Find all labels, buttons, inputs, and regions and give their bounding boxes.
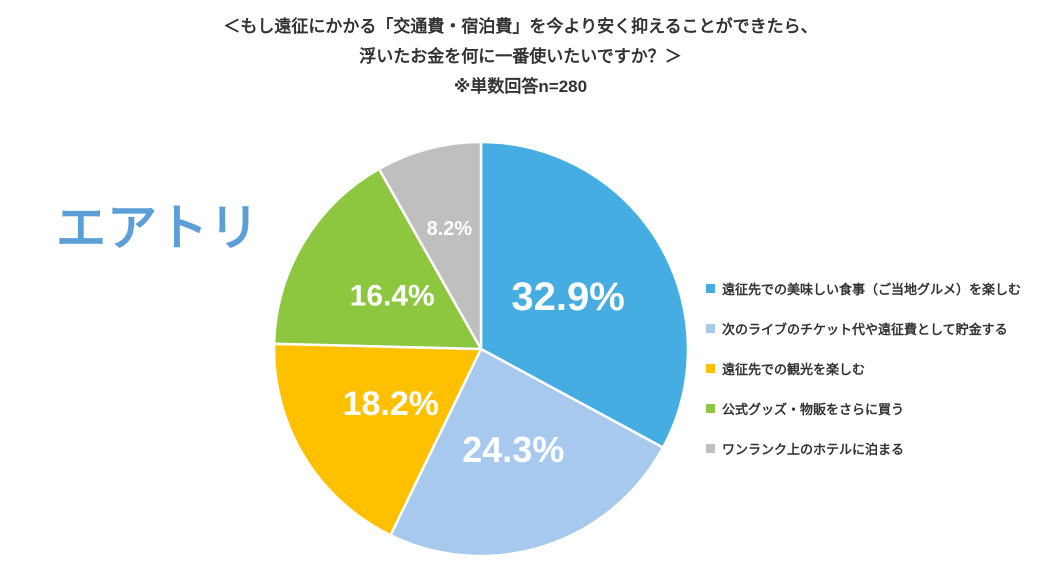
airtrip-logo: エアトリ <box>56 200 260 256</box>
legend-label: 遠征先での美味しい食事（ご当地グルメ）を楽しむ <box>722 281 1022 297</box>
legend-item-4: ワンランク上のホテルに泊まる <box>706 428 1021 468</box>
pie-slice-value-label: 16.4% <box>350 279 435 312</box>
legend-label: 次のライブのチケット代や遠征費として貯金する <box>722 321 1008 337</box>
pie-slice-value-label: 32.9% <box>511 275 624 319</box>
pie-slice-2 <box>272 342 483 537</box>
legend-label: 公式グッズ・物販をさらに買う <box>722 401 905 417</box>
pie-slice-value-label: 8.2% <box>427 218 473 240</box>
legend-item-1: 次のライブのチケット代や遠征費として貯金する <box>706 308 1021 348</box>
legend-marker <box>706 403 715 413</box>
legend: 遠征先での美味しい食事（ご当地グルメ）を楽しむ 次のライブのチケット代や遠征費とし… <box>706 268 1021 468</box>
legend-label: ワンランク上のホテルに泊まる <box>722 441 905 457</box>
pie-slice-3 <box>272 167 483 351</box>
chart-title-line-2: 浮いたお金を何に一番使いたいですか？＞ <box>359 47 682 66</box>
pie-slice-4 <box>377 140 483 351</box>
chart-title-line-1: ＜もし遠征にかかる「交通費・宿泊費」を今より安く抑えることができたら、 <box>223 17 818 36</box>
chart-title: ＜もし遠征にかかる「交通費・宿泊費」を今より安く抑えることができたら、 浮いたお… <box>0 12 1041 102</box>
pie-slice-value-label: 18.2% <box>343 385 439 423</box>
legend-marker <box>706 283 715 293</box>
legend-marker <box>706 323 715 333</box>
pie-slice-value-label: 24.3% <box>462 429 564 470</box>
legend-marker <box>706 443 715 453</box>
legend-item-0: 遠征先での美味しい食事（ご当地グルメ）を楽しむ <box>706 268 1021 308</box>
chart-title-line-3: ※単数回答n=280 <box>453 77 588 96</box>
pie-slice-1 <box>389 347 665 558</box>
legend-item-2: 遠征先での観光を楽しむ <box>706 348 1021 388</box>
legend-marker <box>706 363 715 373</box>
pie-slice-0 <box>479 140 690 449</box>
legend-label: 遠征先での観光を楽しむ <box>722 361 866 377</box>
legend-item-3: 公式グッズ・物販をさらに買う <box>706 388 1021 428</box>
